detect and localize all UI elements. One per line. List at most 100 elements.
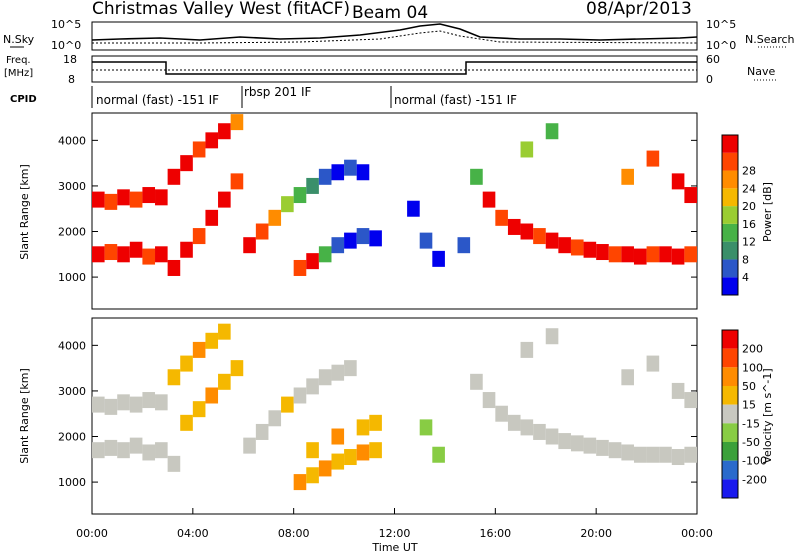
power-cell xyxy=(621,246,634,263)
power-cell xyxy=(281,196,294,213)
velocity-cell xyxy=(684,446,697,463)
power-cell xyxy=(583,241,597,258)
velocity-cell xyxy=(608,442,622,459)
power-cell xyxy=(671,248,685,265)
velocity-colorbar-label: Velocity [m s^-1] xyxy=(761,368,774,463)
velocity-colorbar-tick: -15 xyxy=(742,417,760,430)
ytick-label: 3000 xyxy=(58,385,86,398)
velocity-cell xyxy=(255,423,269,440)
power-cell xyxy=(646,150,660,167)
velocity-heatmap-marks xyxy=(92,323,697,491)
velocity-cell xyxy=(268,410,282,427)
power-cell xyxy=(520,223,534,240)
velocity-cell xyxy=(180,355,193,372)
velocity-cell xyxy=(558,433,571,450)
power-cell xyxy=(243,237,256,254)
velocity-cell xyxy=(596,439,609,456)
power-colorbar-swatch xyxy=(722,259,738,278)
beam-label: Beam 04 xyxy=(352,3,428,23)
velocity-cell xyxy=(155,442,168,459)
velocity-cell xyxy=(104,398,118,415)
power-cell xyxy=(482,191,496,208)
power-panel: 1000 2000 3000 4000 Slant Range [km] xyxy=(18,112,698,310)
velocity-cell xyxy=(533,423,546,440)
power-colorbar-swatch xyxy=(722,223,738,242)
freq-trace xyxy=(92,61,697,75)
velocity-colorbar-tick: 15 xyxy=(742,399,756,412)
power-colorbar-tick: 4 xyxy=(742,271,749,284)
power-cell xyxy=(507,218,521,235)
velocity-cell xyxy=(293,387,307,404)
power-colorbar-swatch xyxy=(722,188,738,207)
velocity-cell xyxy=(671,382,685,399)
velocity-cell xyxy=(167,455,181,472)
velocity-colorbar: 200 100 50 15 -15 -50 -100 -200 xyxy=(721,329,767,499)
power-colorbar-swatch xyxy=(722,152,738,171)
velocity-cell xyxy=(142,392,156,409)
ytick-label: 1000 xyxy=(58,476,86,489)
velocity-cell xyxy=(129,437,143,454)
velocity-cell xyxy=(331,364,345,381)
ytick-label: 4000 xyxy=(58,339,86,352)
power-cell xyxy=(646,246,660,263)
power-cell xyxy=(331,164,345,181)
velocity-colorbar-tick: -100 xyxy=(742,455,767,468)
velocity-colorbar-tick: -50 xyxy=(742,436,760,449)
cpid-mode-3: normal (fast) -151 IF xyxy=(394,93,517,107)
freq-tick-top: 18 xyxy=(63,53,77,66)
velocity-colorbar-tick: 100 xyxy=(742,361,763,374)
velocity-cell xyxy=(545,428,559,445)
power-cell xyxy=(558,237,571,254)
power-cell xyxy=(104,193,118,210)
power-cell xyxy=(218,123,231,140)
power-colorbar-swatch xyxy=(722,135,738,153)
power-colorbar-swatch xyxy=(722,277,738,295)
power-cell xyxy=(684,246,697,263)
power-cell xyxy=(129,191,143,208)
power-cell xyxy=(407,200,420,217)
velocity-cell xyxy=(356,444,370,461)
power-colorbar: 4 8 12 16 20 24 28 xyxy=(721,134,756,296)
velocity-cell xyxy=(331,453,345,470)
velocity-cell xyxy=(306,442,319,459)
velocity-cell xyxy=(583,437,597,454)
velocity-cell xyxy=(129,396,143,413)
power-cell xyxy=(520,141,534,158)
ytick-label: 2000 xyxy=(58,226,86,239)
power-cell xyxy=(218,191,231,208)
velocity-cell xyxy=(344,360,357,377)
power-cell xyxy=(205,132,219,149)
ytick-label: 1000 xyxy=(58,271,86,284)
cpid-label: CPID xyxy=(10,94,37,105)
ytick-label: 3000 xyxy=(58,180,86,193)
power-cell xyxy=(671,173,685,190)
xtick-label: 04:00 xyxy=(177,527,209,540)
velocity-yticks: 1000 2000 3000 4000 xyxy=(58,339,697,489)
nsky-tick-bottom: 10^0 xyxy=(51,39,81,52)
velocity-cell xyxy=(142,444,156,461)
nsearch-tick-bottom: 10^0 xyxy=(706,39,736,52)
velocity-colorbar-swatch xyxy=(722,386,738,405)
velocity-cell xyxy=(230,360,244,377)
power-cell xyxy=(92,191,105,208)
power-cell xyxy=(142,187,156,204)
velocity-cell xyxy=(621,369,634,386)
velocity-cell xyxy=(180,414,193,431)
velocity-cell xyxy=(646,446,660,463)
power-cell xyxy=(142,248,156,265)
power-cell xyxy=(230,114,244,131)
power-cell xyxy=(369,230,382,247)
velocity-ylabel: Slant Range [km] xyxy=(18,368,31,464)
velocity-colorbar-swatch xyxy=(722,460,738,480)
velocity-cell xyxy=(432,446,445,463)
velocity-cell xyxy=(633,446,647,463)
velocity-cell xyxy=(281,396,294,413)
velocity-cell xyxy=(243,437,256,454)
power-cell xyxy=(545,123,559,140)
velocity-cell xyxy=(293,474,307,491)
velocity-cell xyxy=(306,378,319,395)
power-colorbar-tick: 8 xyxy=(742,253,749,266)
velocity-cell xyxy=(369,442,382,459)
power-cell xyxy=(155,246,168,263)
